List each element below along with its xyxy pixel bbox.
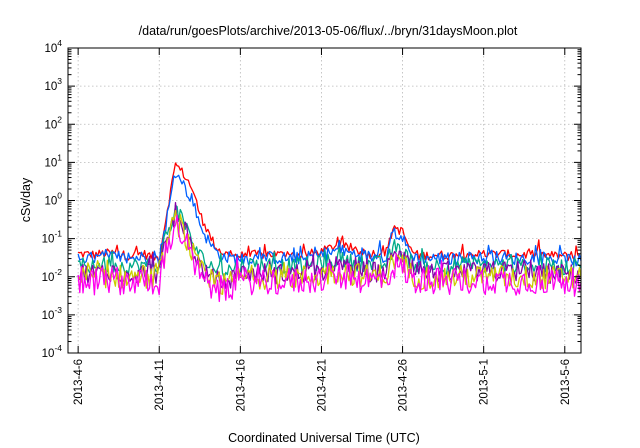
y-tick-labels: 10-4 10-3 10-2 10-1 100 101 102 103 104 xyxy=(42,38,63,360)
y-tick-label: 102 xyxy=(44,114,62,131)
y-tick-label: 10-2 xyxy=(42,267,63,284)
x-tick-label: 2013-4-16 xyxy=(235,359,247,411)
y-tick-label: 10-1 xyxy=(42,229,63,246)
y-tick-label: 103 xyxy=(44,76,62,93)
series-lines xyxy=(77,162,582,303)
series-line xyxy=(77,174,582,268)
axis-ticks xyxy=(68,47,581,354)
x-tick-labels: 2013-4-6 2013-4-11 2013-4-16 2013-4-21 2013-… xyxy=(73,359,572,411)
y-axis-label: cSv/day xyxy=(19,177,33,222)
x-tick-label: 2013-5-6 xyxy=(560,359,572,405)
x-tick-label: 2013-4-21 xyxy=(316,359,328,411)
x-tick-label: 2013-4-26 xyxy=(398,359,410,411)
grid-lines xyxy=(68,48,581,353)
y-tick-label: 10-3 xyxy=(42,305,63,322)
y-tick-label: 100 xyxy=(44,191,62,208)
y-tick-label: 10-4 xyxy=(42,343,63,360)
y-tick-label: 104 xyxy=(44,38,62,55)
y-tick-label: 101 xyxy=(44,152,62,169)
series-line xyxy=(77,214,582,303)
x-tick-label: 2013-4-11 xyxy=(154,359,166,411)
series-line xyxy=(77,162,582,263)
x-axis-label: Coordinated Universal Time (UTC) xyxy=(228,431,420,445)
x-tick-label: 2013-5-1 xyxy=(479,359,491,405)
x-tick-label: 2013-4-6 xyxy=(73,359,85,405)
chart-title: /data/run/goesPlots/archive/2013-05-06/f… xyxy=(139,24,518,38)
